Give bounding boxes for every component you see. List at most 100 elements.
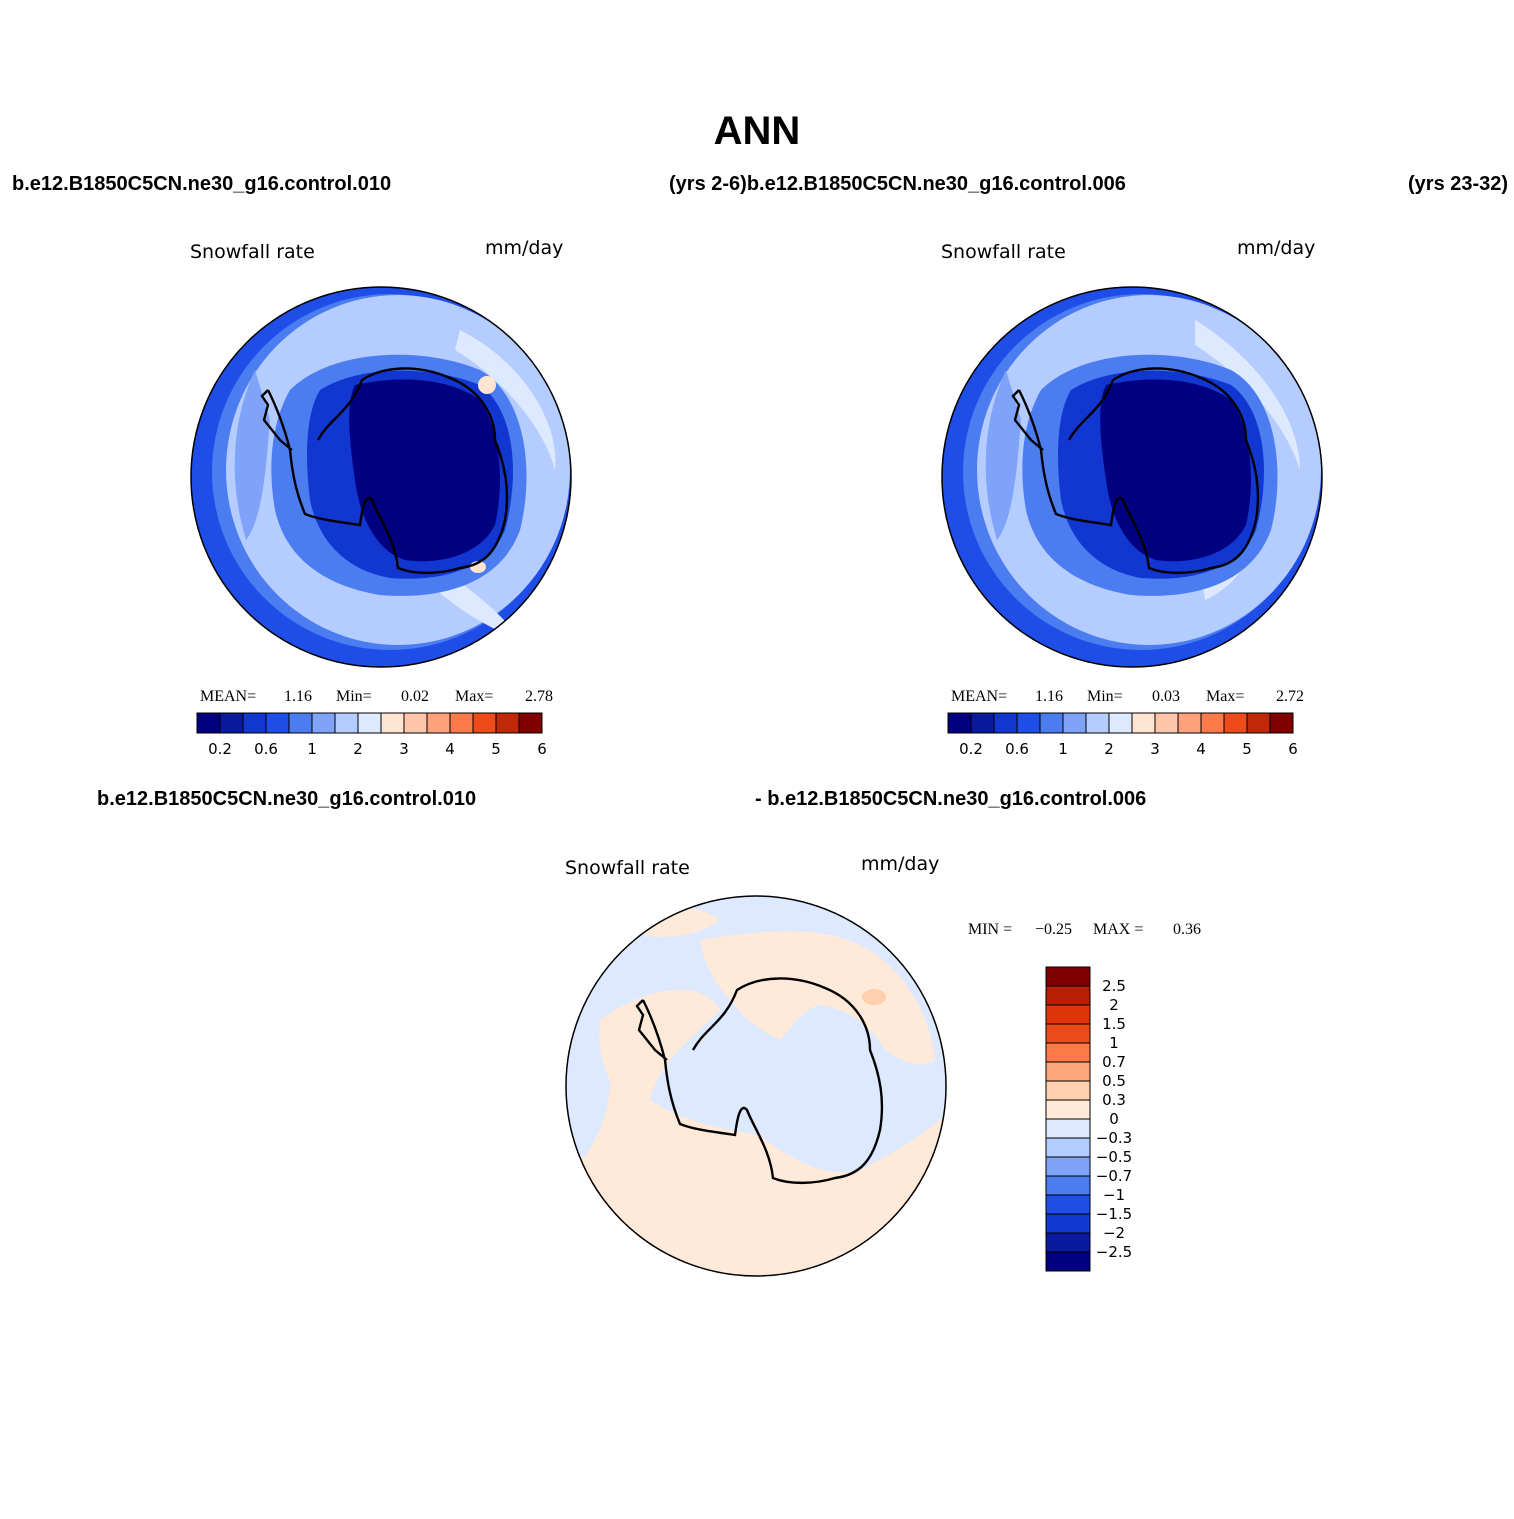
colorbar-swatch xyxy=(288,712,313,734)
colorbar-tick-label: 1 xyxy=(307,740,317,758)
colorbar-swatch xyxy=(1039,712,1064,734)
colorbar-swatch xyxy=(1154,712,1179,734)
colorbar-tick-label: −1.5 xyxy=(1096,1205,1132,1223)
colorbar-swatch xyxy=(311,712,336,734)
panel3-stats: MIN = −0.25 MAX = 0.36 xyxy=(968,921,1201,938)
panel2-light-band xyxy=(1195,320,1300,470)
panel2-max-value: 2.72 xyxy=(1276,688,1304,705)
panel3-max-label: MAX = xyxy=(1093,921,1143,938)
colorbar-tick-label: 5 xyxy=(1242,740,1252,758)
panel1-ring-west xyxy=(234,370,270,540)
panel3-pos-region-south xyxy=(566,989,946,1276)
colorbar-swatch xyxy=(1045,1232,1091,1253)
colorbar-swatch xyxy=(403,712,428,734)
panel1-coastline xyxy=(260,367,509,575)
colorbar-tick-label: 3 xyxy=(1150,740,1160,758)
panel1-light-band xyxy=(455,330,556,470)
panel3-variable: Snowfall rate xyxy=(565,857,690,879)
colorbar-tick-label: 1 xyxy=(1058,740,1068,758)
colorbar-swatch xyxy=(1016,712,1041,734)
colorbar-tick-label: 0.7 xyxy=(1102,1053,1126,1071)
panel-difference: Snowfall rate mm/day MIN = −0.25 MAX = 0… xyxy=(565,853,1201,1277)
panel2-max-label: Max= xyxy=(1206,688,1244,705)
colorbar-tick-label: 0.3 xyxy=(1102,1091,1126,1109)
panel1-variable: Snowfall rate xyxy=(190,241,315,263)
colorbar-swatch xyxy=(1045,1061,1091,1082)
colorbar-tick-label: 6 xyxy=(537,740,547,758)
colorbar-swatch xyxy=(1045,985,1091,1006)
panel1-max-value: 2.78 xyxy=(525,688,553,705)
colorbar-swatch xyxy=(1045,1099,1091,1120)
colorbar-tick-label: −0.5 xyxy=(1096,1148,1132,1166)
colorbar-tick-label: 4 xyxy=(1196,740,1206,758)
colorbar-swatch xyxy=(1200,712,1225,734)
panel3-colorbar: 2.521.510.70.50.30−0.3−0.5−0.7−1−1.5−2−2… xyxy=(1045,966,1132,1272)
panel2-ring-west xyxy=(985,370,1021,540)
colorbar-swatch xyxy=(1177,712,1202,734)
years2-label: (yrs 23-32) xyxy=(1408,173,1508,195)
colorbar-tick-label: 1 xyxy=(1109,1034,1119,1052)
colorbar-swatch xyxy=(1223,712,1248,734)
panel2-units: mm/day xyxy=(1237,237,1315,259)
panel-case1: Snowfall rate mm/day MEAN= 1.16 Min= 0.0… xyxy=(190,237,572,758)
colorbar-tick-label: 2.5 xyxy=(1102,977,1126,995)
colorbar-swatch xyxy=(1045,1004,1091,1025)
colorbar-tick-label: 0.2 xyxy=(208,740,232,758)
panel1-map xyxy=(191,287,571,667)
panel2-map xyxy=(942,287,1322,667)
colorbar-swatch xyxy=(970,712,995,734)
panel3-pos-region-north xyxy=(700,931,935,1065)
colorbar-swatch xyxy=(1108,712,1133,734)
panel1-mean-value: 1.16 xyxy=(284,688,312,705)
diff-case2-label: - b.e12.B1850C5CN.ne30_g16.control.006 xyxy=(755,788,1146,810)
colorbar-tick-label: 5 xyxy=(491,740,501,758)
colorbar-tick-label: 0 xyxy=(1109,1110,1119,1128)
panel3-min-value: −0.25 xyxy=(1035,921,1072,938)
panel1-max-label: Max= xyxy=(455,688,493,705)
colorbar-tick-label: 0.2 xyxy=(959,740,983,758)
panel3-map-border xyxy=(565,895,947,1277)
colorbar-tick-label: 4 xyxy=(445,740,455,758)
colorbar-tick-label: −2.5 xyxy=(1096,1243,1132,1261)
panel3-coastline xyxy=(635,977,884,1185)
panel2-colorbar: 0.2 0.6 1 2 3 4 5 6 xyxy=(947,712,1298,758)
years1-case2-label: (yrs 2-6)b.e12.B1850C5CN.ne30_g16.contro… xyxy=(669,173,1126,195)
panel3-max-value: 0.36 xyxy=(1173,921,1201,938)
panel1-mean-label: MEAN= xyxy=(200,688,256,705)
colorbar-swatch xyxy=(1085,712,1110,734)
colorbar-swatch xyxy=(1045,1156,1091,1177)
panel2-interior xyxy=(1100,379,1251,562)
colorbar-swatch xyxy=(1269,712,1294,734)
panel2-mean-value: 1.16 xyxy=(1035,688,1063,705)
colorbar-swatch xyxy=(219,712,244,734)
colorbar-tick-label: 6 xyxy=(1288,740,1298,758)
panel1-stats: MEAN= 1.16 Min= 0.02 Max= 2.78 xyxy=(200,688,553,705)
panel1-colorbar: 0.2 0.6 1 2 3 4 5 6 xyxy=(196,712,547,758)
panel2-coastline xyxy=(1011,367,1260,575)
colorbar-swatch xyxy=(1045,1194,1091,1215)
colorbar-swatch xyxy=(426,712,451,734)
colorbar-swatch xyxy=(242,712,267,734)
colorbar-swatch xyxy=(196,712,221,734)
colorbar-tick-label: 3 xyxy=(399,740,409,758)
diff-case1-label: b.e12.B1850C5CN.ne30_g16.control.010 xyxy=(97,788,476,810)
colorbar-swatch xyxy=(518,712,543,734)
colorbar-swatch xyxy=(1045,1213,1091,1234)
panel3-min-label: MIN = xyxy=(968,921,1012,938)
panel1-units: mm/day xyxy=(485,237,563,259)
colorbar-swatch xyxy=(1131,712,1156,734)
colorbar-tick-label: 2 xyxy=(1104,740,1114,758)
colorbar-swatch xyxy=(1045,1080,1091,1101)
colorbar-swatch xyxy=(1045,1137,1091,1158)
colorbar-swatch xyxy=(1045,966,1091,987)
colorbar-tick-label: 2 xyxy=(353,740,363,758)
colorbar-swatch xyxy=(1246,712,1271,734)
colorbar-tick-label: 1.5 xyxy=(1102,1015,1126,1033)
panel-case2: Snowfall rate mm/day MEAN= 1.16 Min= 0.0… xyxy=(941,237,1323,758)
colorbar-swatch xyxy=(449,712,474,734)
panel1-min-label: Min= xyxy=(336,688,372,705)
panel1-pos-spot xyxy=(478,376,496,394)
colorbar-tick-label: −0.7 xyxy=(1096,1167,1132,1185)
colorbar-swatch xyxy=(1045,1251,1091,1272)
colorbar-tick-label: −2 xyxy=(1103,1224,1125,1242)
